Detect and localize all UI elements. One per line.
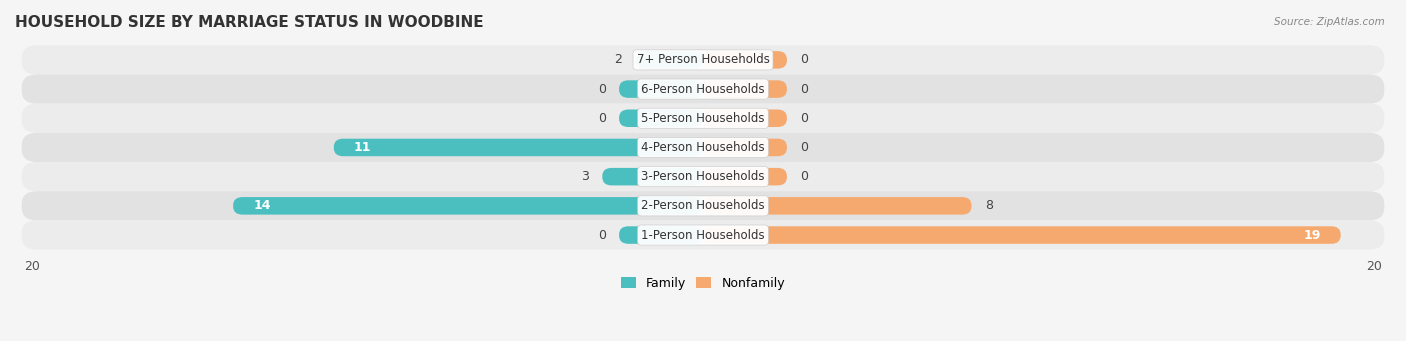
FancyBboxPatch shape bbox=[21, 162, 1385, 191]
Text: HOUSEHOLD SIZE BY MARRIAGE STATUS IN WOODBINE: HOUSEHOLD SIZE BY MARRIAGE STATUS IN WOO… bbox=[15, 15, 484, 30]
FancyBboxPatch shape bbox=[21, 133, 1385, 162]
Text: 2-Person Households: 2-Person Households bbox=[641, 199, 765, 212]
FancyBboxPatch shape bbox=[21, 220, 1385, 250]
Text: 0: 0 bbox=[800, 170, 808, 183]
FancyBboxPatch shape bbox=[233, 197, 703, 214]
Text: 0: 0 bbox=[598, 112, 606, 125]
Text: 5-Person Households: 5-Person Households bbox=[641, 112, 765, 125]
FancyBboxPatch shape bbox=[21, 104, 1385, 133]
FancyBboxPatch shape bbox=[619, 226, 703, 244]
FancyBboxPatch shape bbox=[636, 51, 703, 69]
Text: 3: 3 bbox=[581, 170, 589, 183]
Text: 2: 2 bbox=[614, 54, 623, 66]
Text: Source: ZipAtlas.com: Source: ZipAtlas.com bbox=[1274, 17, 1385, 27]
Text: 0: 0 bbox=[598, 83, 606, 95]
Text: 8: 8 bbox=[986, 199, 993, 212]
FancyBboxPatch shape bbox=[21, 45, 1385, 74]
FancyBboxPatch shape bbox=[619, 80, 703, 98]
FancyBboxPatch shape bbox=[333, 139, 703, 156]
Text: 7+ Person Households: 7+ Person Households bbox=[637, 54, 769, 66]
Text: 11: 11 bbox=[354, 141, 371, 154]
FancyBboxPatch shape bbox=[703, 197, 972, 214]
Text: 0: 0 bbox=[800, 54, 808, 66]
Text: 19: 19 bbox=[1303, 228, 1320, 241]
Text: 3-Person Households: 3-Person Households bbox=[641, 170, 765, 183]
FancyBboxPatch shape bbox=[703, 109, 787, 127]
Text: 0: 0 bbox=[800, 112, 808, 125]
FancyBboxPatch shape bbox=[703, 226, 1341, 244]
Legend: Family, Nonfamily: Family, Nonfamily bbox=[616, 272, 790, 295]
FancyBboxPatch shape bbox=[21, 74, 1385, 104]
Text: 6-Person Households: 6-Person Households bbox=[641, 83, 765, 95]
FancyBboxPatch shape bbox=[703, 139, 787, 156]
FancyBboxPatch shape bbox=[703, 51, 787, 69]
Text: 0: 0 bbox=[598, 228, 606, 241]
FancyBboxPatch shape bbox=[703, 168, 787, 186]
Text: 0: 0 bbox=[800, 141, 808, 154]
Text: 1-Person Households: 1-Person Households bbox=[641, 228, 765, 241]
FancyBboxPatch shape bbox=[619, 109, 703, 127]
Text: 14: 14 bbox=[253, 199, 271, 212]
FancyBboxPatch shape bbox=[21, 191, 1385, 220]
FancyBboxPatch shape bbox=[703, 80, 787, 98]
Text: 0: 0 bbox=[800, 83, 808, 95]
Text: 4-Person Households: 4-Person Households bbox=[641, 141, 765, 154]
FancyBboxPatch shape bbox=[602, 168, 703, 186]
